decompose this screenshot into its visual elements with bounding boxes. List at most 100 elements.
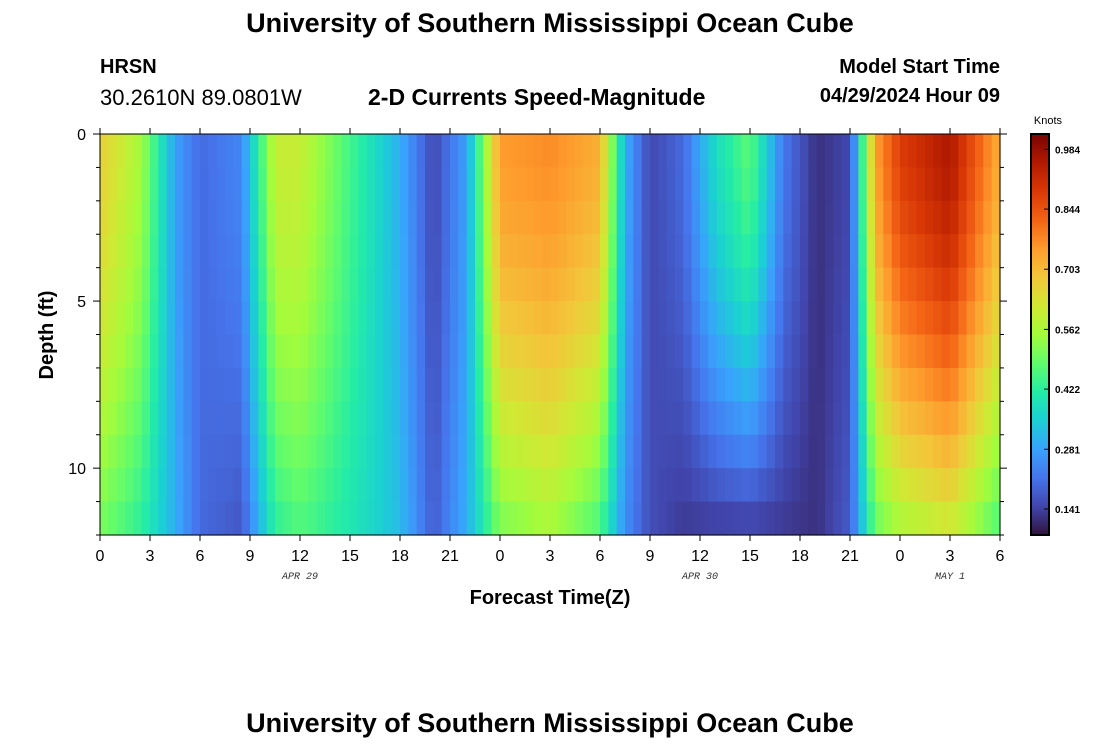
heatmap-cell	[441, 334, 451, 369]
x-axis: 0 3 6 9 12 15 18 21 0 3 6 9 12 15 18 21 0 3 6 APR 29 APR 30 M…	[96, 128, 1005, 583]
heatmap-cell	[158, 334, 168, 369]
heatmap-cell	[766, 468, 776, 503]
heatmap-cell	[766, 401, 776, 436]
heatmap-cell	[683, 401, 693, 436]
heatmap-cell	[783, 200, 793, 235]
heatmap-cell	[666, 134, 676, 169]
heatmap-cell	[333, 367, 343, 402]
heatmap-cell	[425, 468, 434, 503]
heatmap-cell	[925, 301, 934, 336]
heatmap-cell	[625, 468, 634, 503]
heatmap-cell	[275, 501, 284, 536]
heatmap-cell	[983, 267, 993, 302]
heatmap-cell	[425, 200, 434, 235]
x-tick-label: 9	[246, 548, 255, 565]
heatmap-cell	[991, 501, 1001, 536]
heatmap-cell	[283, 334, 293, 369]
heatmap-cell	[925, 334, 934, 369]
heatmap-cell	[566, 468, 576, 503]
heatmap-cell	[441, 367, 451, 402]
heatmap-cell	[958, 200, 968, 235]
heatmap-cell	[800, 234, 809, 269]
heatmap-cell	[658, 501, 668, 536]
station-id: HRSN	[100, 56, 157, 78]
heatmap-cell	[800, 468, 809, 503]
heatmap-cell	[158, 367, 168, 402]
heatmap-cell	[475, 434, 484, 469]
heatmap-cell	[100, 167, 109, 202]
heatmap-cell	[391, 434, 401, 469]
heatmap-cell	[325, 367, 334, 402]
heatmap-cell	[366, 401, 376, 436]
heatmap-cell	[791, 501, 801, 536]
heatmap-cell	[558, 134, 568, 169]
heatmap-cell	[450, 167, 459, 202]
heatmap-cell	[450, 367, 459, 402]
heatmap-cell	[783, 401, 793, 436]
heatmap-cell	[558, 234, 568, 269]
heatmap-cell	[550, 334, 559, 369]
heatmap-cell	[800, 301, 809, 336]
heatmap-cell	[250, 267, 259, 302]
heatmap-cell	[775, 267, 784, 302]
heatmap-cell	[791, 267, 801, 302]
heatmap-cell	[650, 434, 659, 469]
heatmap-cell	[608, 334, 618, 369]
heatmap-cell	[800, 434, 809, 469]
heatmap-cell	[225, 234, 234, 269]
heatmap-cell	[458, 167, 468, 202]
heatmap-cell	[258, 134, 268, 169]
heatmap-cell	[325, 468, 334, 503]
heatmap-cell	[841, 200, 851, 235]
heatmap-cell	[141, 301, 151, 336]
heatmap-cell	[750, 267, 759, 302]
heatmap-cell	[250, 301, 259, 336]
heatmap-cell	[291, 301, 301, 336]
heatmap-cell	[916, 367, 926, 402]
heatmap-cell	[116, 334, 126, 369]
heatmap-cell	[575, 468, 584, 503]
heatmap-cell	[800, 334, 809, 369]
heatmap-cell	[150, 301, 159, 336]
heatmap-cell	[541, 301, 551, 336]
heatmap-cell	[241, 367, 251, 402]
heatmap-cell	[516, 334, 526, 369]
heatmap-cell	[641, 200, 651, 235]
heatmap-cell	[358, 267, 368, 302]
heatmap-cell	[833, 468, 843, 503]
heatmap-cell	[866, 234, 876, 269]
heatmap-cell	[791, 334, 801, 369]
heatmap-cell	[466, 200, 476, 235]
heatmap-cell	[183, 367, 193, 402]
heatmap-cell	[575, 434, 584, 469]
heatmap-cell	[166, 468, 176, 503]
heatmap-cell	[225, 434, 234, 469]
heatmap-cell	[141, 234, 151, 269]
chart-title: University of Southern Mississippi Ocean…	[246, 8, 854, 38]
heatmap-cell	[508, 267, 518, 302]
heatmap-cell	[150, 434, 159, 469]
heatmap-cell	[750, 301, 759, 336]
heatmap-cell	[750, 167, 759, 202]
heatmap-cell	[558, 434, 568, 469]
heatmap-cell	[533, 468, 543, 503]
heatmap-cell	[550, 401, 559, 436]
heatmap-cell	[625, 434, 634, 469]
heatmap-cell	[766, 434, 776, 469]
heatmap-cell	[816, 367, 826, 402]
heatmap-cell	[916, 401, 926, 436]
heatmap-cell	[533, 501, 543, 536]
heatmap-cell	[183, 401, 193, 436]
heatmap-cell	[183, 200, 193, 235]
heatmap-cell	[733, 167, 743, 202]
heatmap-cell	[250, 334, 259, 369]
heatmap-cell	[166, 234, 176, 269]
heatmap-cell	[733, 301, 743, 336]
heatmap-cell	[391, 401, 401, 436]
heatmap-cell	[791, 401, 801, 436]
heatmap-cell	[475, 200, 484, 235]
heatmap-cell	[416, 134, 426, 169]
heatmap-cell	[641, 501, 651, 536]
heatmap-cell	[858, 434, 868, 469]
heatmap-cell	[458, 401, 468, 436]
